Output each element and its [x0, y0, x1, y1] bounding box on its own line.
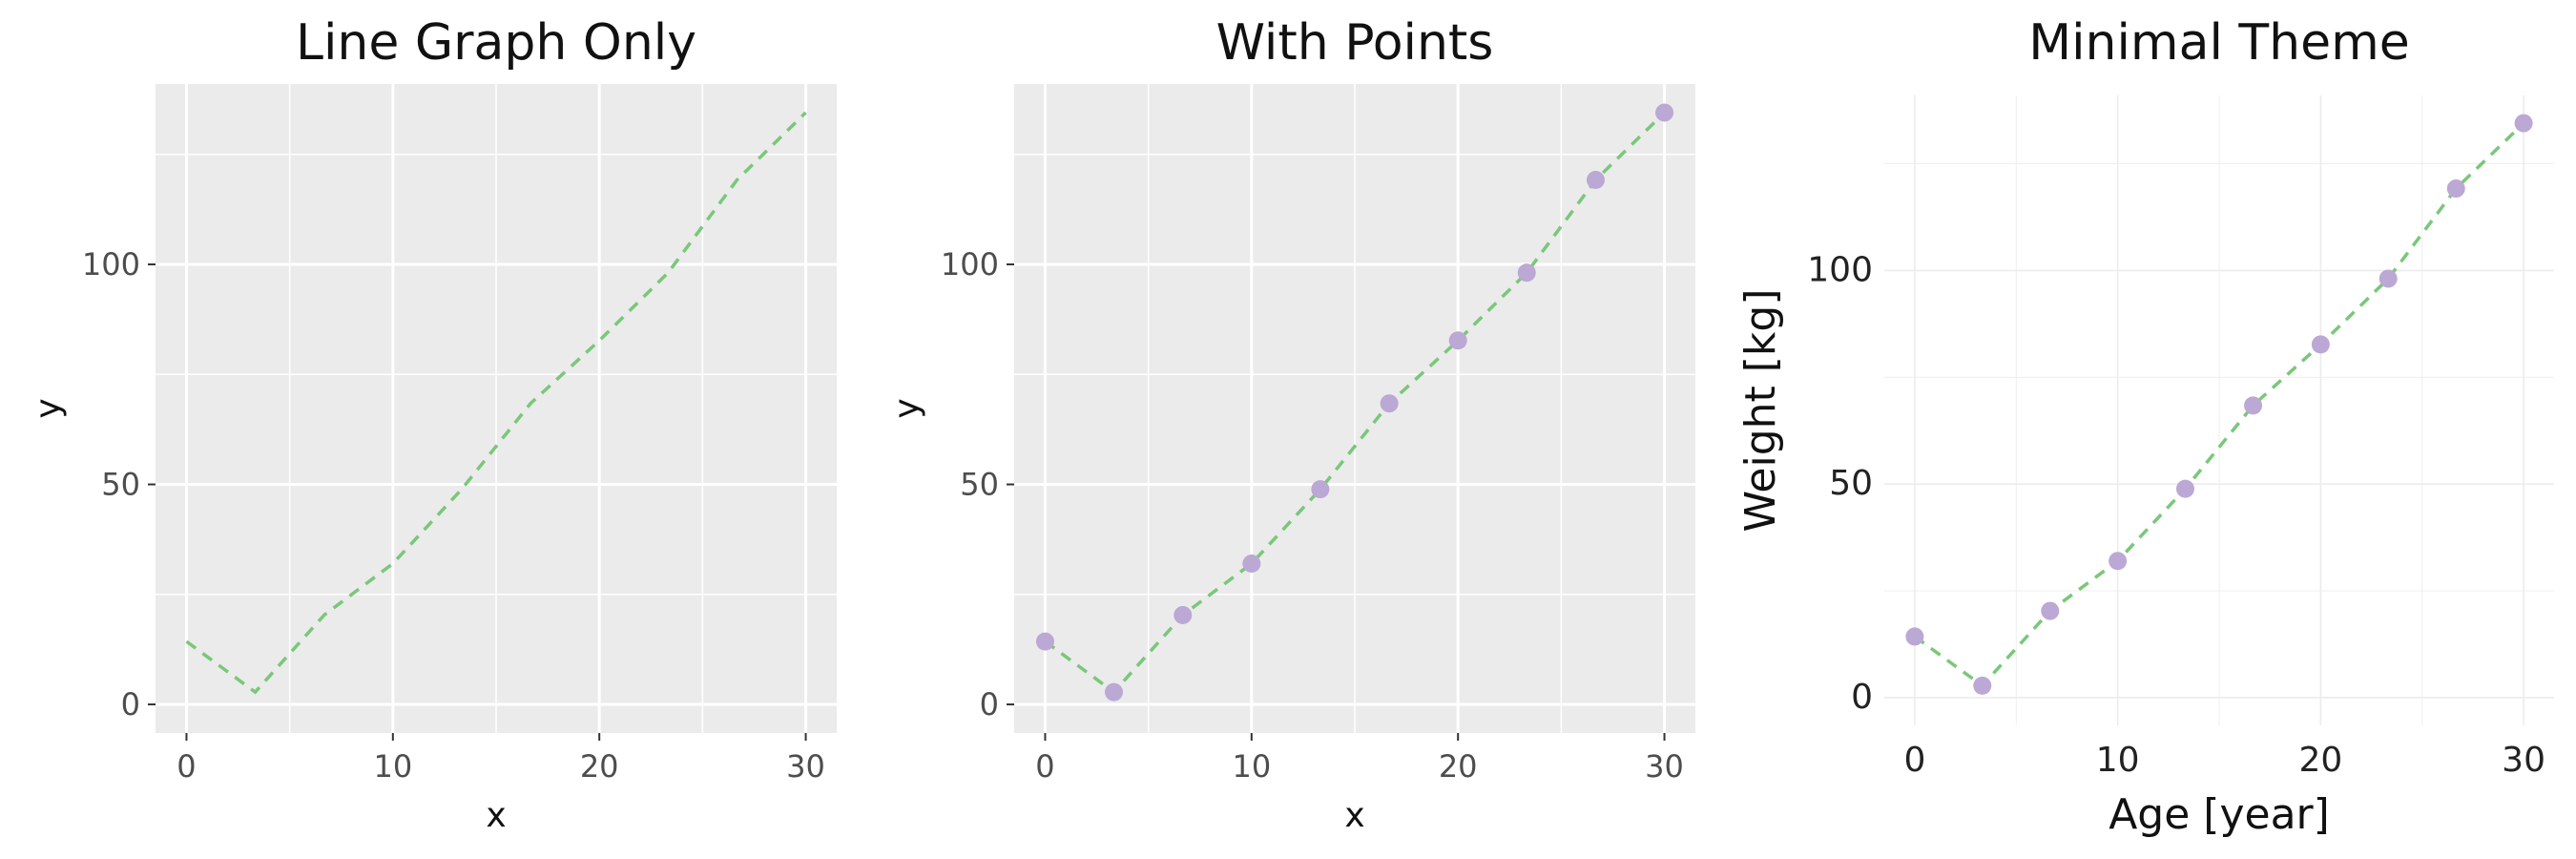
data-point — [2109, 552, 2128, 571]
x-tick-label: 10 — [1232, 748, 1271, 785]
x-tick-label: 20 — [580, 748, 619, 785]
x-axis-label: x — [486, 796, 506, 835]
data-point — [2311, 335, 2330, 354]
chart-panel-with-points: 0 10 20 30 0 50 100 With Points x y — [859, 0, 1717, 859]
x-axis-label: Age [year] — [2109, 790, 2330, 839]
data-point — [2175, 479, 2194, 498]
data-point — [2514, 114, 2533, 133]
y-tick-label: 50 — [101, 467, 140, 503]
x-tick-label: 0 — [177, 748, 196, 785]
data-point — [1655, 103, 1674, 122]
x-tick-label: 10 — [373, 748, 412, 785]
y-tick-label: 100 — [941, 246, 999, 283]
data-point — [1448, 331, 1467, 350]
y-axis-label: y — [29, 398, 68, 418]
data-point — [1586, 171, 1605, 190]
series-line — [1044, 111, 1666, 695]
x-axis-label: x — [1344, 796, 1364, 835]
chart-panel-line-graph-only: 0 10 20 30 0 50 100 Line Graph Only x y — [0, 0, 859, 859]
data-point — [1105, 682, 1124, 702]
y-axis-label: y — [887, 398, 926, 418]
x-tick-label: 30 — [2502, 741, 2545, 780]
x-tick-label: 0 — [1903, 741, 1925, 780]
x-tick-label: 20 — [1439, 748, 1478, 785]
chart-minimal-theme: 0 10 20 30 0 50 100 Minimal Theme Age [year] Weig… — [1736, 14, 2554, 839]
data-point — [1311, 480, 1330, 499]
chart-with-points: 0 10 20 30 0 50 100 With Points x y — [887, 14, 1695, 835]
chart-panel-minimal-theme: 0 10 20 30 0 50 100 Minimal Theme Age [year] Weig… — [1717, 0, 2576, 859]
data-point — [1517, 263, 1536, 283]
data-point — [2446, 179, 2465, 199]
y-tick-label: 50 — [1829, 464, 1873, 503]
y-tick-label: 50 — [960, 467, 999, 503]
x-tick-label: 0 — [1035, 748, 1054, 785]
data-point — [1905, 627, 1924, 646]
data-point — [1035, 632, 1054, 651]
chart-title: Minimal Theme — [2028, 14, 2410, 72]
chart-title: With Points — [1216, 14, 1494, 72]
chart-line-graph-only: 0 10 20 30 0 50 100 Line Graph Only x y — [29, 14, 837, 835]
x-tick-label: 30 — [1645, 748, 1684, 785]
series-line — [1913, 121, 2525, 688]
data-point — [1380, 394, 1399, 413]
y-tick-label: 100 — [1807, 250, 1873, 289]
data-point — [2041, 601, 2060, 620]
y-axis-label: Weight [kg] — [1736, 288, 1785, 532]
data-point — [1973, 676, 1992, 695]
x-tick-label: 30 — [786, 748, 825, 785]
y-tick-label: 0 — [980, 686, 999, 723]
data-point — [2379, 269, 2398, 288]
y-tick-label: 0 — [121, 686, 140, 723]
x-tick-label: 10 — [2096, 741, 2140, 780]
y-tick-label: 100 — [82, 246, 140, 283]
data-point — [1242, 555, 1261, 574]
y-tick-label: 0 — [1851, 678, 1873, 717]
data-point — [1174, 605, 1193, 624]
x-tick-label: 20 — [2298, 741, 2342, 780]
chart-title: Line Graph Only — [296, 14, 696, 72]
data-point — [2244, 396, 2263, 415]
series-line — [185, 111, 807, 695]
